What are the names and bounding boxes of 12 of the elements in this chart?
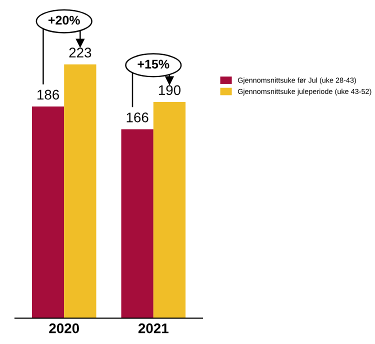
data-label: 190 bbox=[158, 85, 181, 96]
data-label: 166 bbox=[126, 112, 148, 122]
bar bbox=[121, 129, 154, 318]
data-label: 223 bbox=[69, 48, 92, 58]
bar bbox=[32, 106, 64, 318]
annotation: +15% bbox=[138, 60, 170, 69]
bar bbox=[64, 64, 96, 318]
text: +20% bbox=[48, 16, 80, 25]
x-tick-label: 2021 bbox=[138, 323, 168, 334]
x-tick-label: 2020 bbox=[49, 323, 79, 334]
data-label: 186 bbox=[38, 90, 60, 100]
bar bbox=[153, 102, 186, 318]
